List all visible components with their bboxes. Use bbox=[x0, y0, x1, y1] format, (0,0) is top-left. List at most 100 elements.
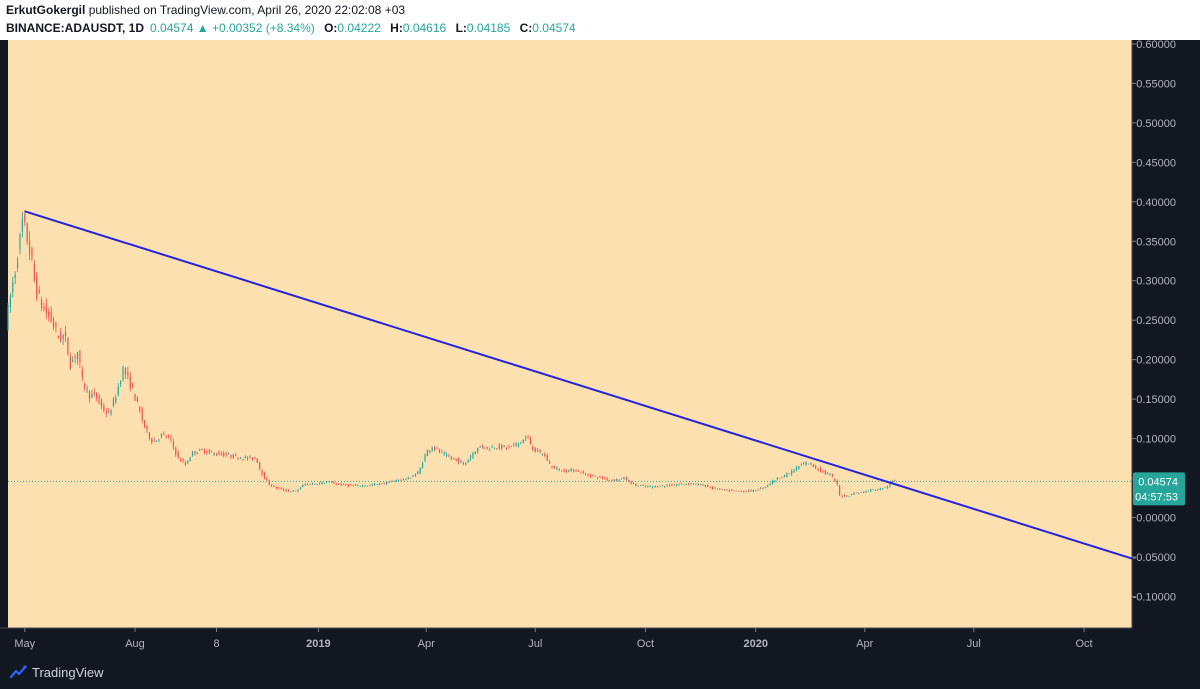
candle-body bbox=[764, 487, 766, 488]
candle-body bbox=[81, 369, 83, 378]
candle-body bbox=[889, 483, 891, 487]
tradingview-brand[interactable]: TradingView bbox=[32, 665, 104, 680]
candle-body bbox=[877, 489, 879, 491]
close-value: 0.04574 bbox=[532, 21, 576, 35]
candle-body bbox=[98, 394, 100, 404]
candle-body bbox=[664, 486, 666, 487]
candle-body bbox=[783, 475, 786, 477]
candle-body bbox=[151, 438, 153, 443]
candle-body bbox=[659, 486, 661, 488]
candle-body bbox=[187, 461, 189, 464]
candle-body bbox=[513, 444, 515, 446]
candle-body bbox=[196, 452, 198, 455]
candle-body bbox=[520, 442, 522, 444]
candle-body bbox=[84, 383, 86, 389]
candle-body bbox=[551, 465, 553, 468]
high-label: H: bbox=[390, 21, 403, 35]
candle-body bbox=[33, 264, 35, 281]
symbol-interval[interactable]: BINANCE:ADAUSDT, 1D bbox=[6, 21, 145, 35]
candle-body bbox=[539, 450, 541, 452]
last-price-label-bg bbox=[1133, 472, 1185, 506]
candle-body bbox=[16, 262, 19, 268]
candle-body bbox=[688, 483, 690, 485]
time-tick-label: 2020 bbox=[743, 638, 767, 650]
candle-body bbox=[762, 487, 764, 489]
candle-body bbox=[14, 274, 16, 279]
candle-body bbox=[575, 470, 577, 472]
candle-body bbox=[618, 479, 620, 481]
price-chart[interactable]: 0.60000 0.55000 0.50000 0.45000 0.40000 0.350… bbox=[0, 40, 1200, 655]
candle-body bbox=[280, 488, 282, 489]
candle-body bbox=[853, 492, 855, 495]
candle-body bbox=[697, 483, 699, 485]
candle-body bbox=[251, 457, 254, 460]
candle-body bbox=[707, 485, 709, 487]
candle-body bbox=[654, 485, 656, 488]
candle-body bbox=[563, 469, 565, 473]
candle-body bbox=[259, 462, 261, 469]
candle-body bbox=[661, 485, 663, 487]
candle-body bbox=[333, 481, 335, 484]
candle-body bbox=[103, 405, 105, 411]
candle-body bbox=[745, 491, 747, 493]
author-name[interactable]: ErkutGokergil bbox=[6, 3, 86, 17]
candle-body bbox=[294, 490, 297, 492]
candle-body bbox=[60, 331, 62, 342]
candle-body bbox=[266, 477, 268, 481]
candle-body bbox=[357, 484, 359, 486]
price-tick-label: 0.40000 bbox=[1136, 197, 1176, 209]
price-tick-label: 0.20000 bbox=[1136, 355, 1176, 367]
close-label: C: bbox=[519, 21, 533, 35]
time-axis[interactable]: May Aug 8 2019 Apr Jul Oct 2020 Apr Jul Oct bbox=[0, 627, 1132, 650]
candle-body bbox=[376, 483, 378, 485]
candle-body bbox=[69, 356, 71, 369]
candle-body bbox=[714, 487, 716, 489]
candle-body bbox=[647, 486, 649, 488]
candle-body bbox=[556, 467, 558, 470]
candle-body bbox=[493, 448, 496, 450]
candle-body bbox=[184, 462, 186, 465]
candle-body bbox=[318, 482, 321, 485]
candle-body bbox=[702, 484, 704, 486]
candle-body bbox=[76, 351, 79, 360]
candle-body bbox=[112, 398, 115, 407]
price-tick-label: 0.25000 bbox=[1136, 315, 1176, 327]
candle-body bbox=[481, 445, 484, 448]
candle-body bbox=[213, 452, 215, 455]
candle-body bbox=[589, 473, 591, 477]
candle-body bbox=[479, 446, 481, 448]
candle-body bbox=[872, 489, 874, 491]
candle-body bbox=[330, 482, 333, 483]
candle-body bbox=[414, 474, 417, 477]
candle-body bbox=[45, 304, 47, 314]
candle-body bbox=[378, 483, 381, 486]
tradingview-logo-icon[interactable] bbox=[10, 665, 28, 679]
candle-body bbox=[227, 454, 230, 455]
plot-area[interactable] bbox=[8, 40, 1132, 628]
candle-body bbox=[771, 480, 774, 484]
candle-body bbox=[369, 484, 371, 486]
candle-body bbox=[271, 485, 273, 487]
candle-body bbox=[601, 476, 603, 479]
trendline[interactable] bbox=[24, 210, 1133, 560]
candle-body bbox=[194, 451, 196, 454]
candle-body bbox=[431, 447, 433, 451]
candle-body bbox=[402, 478, 405, 480]
candle-body bbox=[884, 486, 886, 488]
candle-body bbox=[302, 484, 304, 487]
candle-body bbox=[50, 311, 52, 322]
candle-body bbox=[640, 485, 642, 487]
candle-body bbox=[735, 490, 738, 492]
candle-body bbox=[839, 485, 841, 496]
candle-body bbox=[635, 484, 637, 486]
candle-body bbox=[242, 459, 244, 460]
price-axis[interactable]: 0.60000 0.55000 0.50000 0.45000 0.40000 0.350… bbox=[1131, 40, 1176, 628]
candle-body bbox=[827, 473, 829, 475]
candle-body bbox=[67, 337, 69, 355]
candle-body bbox=[719, 488, 721, 490]
candle-body bbox=[666, 485, 668, 487]
candle-body bbox=[232, 454, 234, 459]
candle-body bbox=[690, 483, 692, 485]
candle-body bbox=[273, 486, 275, 487]
candle-body bbox=[100, 399, 103, 407]
